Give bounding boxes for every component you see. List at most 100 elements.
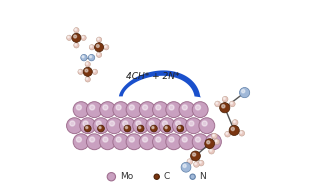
Circle shape <box>80 118 96 134</box>
Circle shape <box>129 137 134 142</box>
Circle shape <box>156 105 161 110</box>
Text: 4CH* + 2N*: 4CH* + 2N* <box>126 72 180 81</box>
Circle shape <box>96 45 99 47</box>
Circle shape <box>214 139 220 145</box>
Circle shape <box>68 36 69 38</box>
Circle shape <box>86 78 88 80</box>
Text: Mo: Mo <box>120 172 133 181</box>
Circle shape <box>231 127 234 131</box>
Circle shape <box>98 38 99 40</box>
Circle shape <box>151 125 157 132</box>
Circle shape <box>98 53 99 55</box>
Circle shape <box>90 56 91 58</box>
Circle shape <box>96 37 102 42</box>
Circle shape <box>216 102 218 104</box>
Circle shape <box>103 105 108 110</box>
Circle shape <box>222 96 228 102</box>
Circle shape <box>126 102 142 118</box>
Circle shape <box>133 118 149 134</box>
Circle shape <box>78 69 83 74</box>
Circle shape <box>96 121 101 126</box>
Circle shape <box>152 102 169 118</box>
Circle shape <box>86 63 88 64</box>
Circle shape <box>240 132 242 133</box>
Circle shape <box>226 132 228 134</box>
Circle shape <box>143 105 148 110</box>
Circle shape <box>84 125 91 132</box>
Circle shape <box>232 120 238 125</box>
Circle shape <box>192 102 208 118</box>
Circle shape <box>179 102 195 118</box>
Circle shape <box>113 134 129 150</box>
Circle shape <box>205 139 214 149</box>
Circle shape <box>75 44 76 46</box>
Circle shape <box>74 28 79 33</box>
Circle shape <box>198 160 204 166</box>
Polygon shape <box>119 70 201 97</box>
Circle shape <box>233 121 235 123</box>
Circle shape <box>166 134 182 150</box>
Circle shape <box>194 162 199 167</box>
Circle shape <box>85 77 91 82</box>
Circle shape <box>104 45 109 50</box>
Circle shape <box>209 137 214 142</box>
Circle shape <box>154 174 159 179</box>
Circle shape <box>99 126 101 129</box>
Circle shape <box>81 54 87 61</box>
Circle shape <box>93 118 109 134</box>
Circle shape <box>86 126 88 129</box>
Circle shape <box>190 174 195 179</box>
Circle shape <box>75 29 76 30</box>
Circle shape <box>116 105 121 110</box>
Circle shape <box>81 35 86 40</box>
Circle shape <box>239 88 250 98</box>
Circle shape <box>195 163 196 165</box>
Circle shape <box>85 69 88 72</box>
Circle shape <box>169 105 174 110</box>
Circle shape <box>86 134 102 150</box>
Circle shape <box>205 134 221 150</box>
Circle shape <box>191 151 200 161</box>
Circle shape <box>169 137 174 142</box>
Circle shape <box>83 67 92 76</box>
Circle shape <box>126 134 142 150</box>
Circle shape <box>116 137 121 142</box>
Circle shape <box>199 118 215 134</box>
Circle shape <box>74 35 77 38</box>
Circle shape <box>212 133 217 139</box>
Circle shape <box>162 121 168 126</box>
Circle shape <box>109 121 115 126</box>
Circle shape <box>152 126 154 129</box>
Circle shape <box>165 126 167 129</box>
Circle shape <box>199 161 201 163</box>
Circle shape <box>139 134 155 150</box>
Circle shape <box>152 134 169 150</box>
Circle shape <box>103 137 108 142</box>
Circle shape <box>193 153 196 156</box>
Circle shape <box>239 130 245 136</box>
Circle shape <box>83 121 88 126</box>
Circle shape <box>186 118 202 134</box>
Circle shape <box>82 36 84 38</box>
Circle shape <box>177 125 184 132</box>
Circle shape <box>86 102 102 118</box>
Circle shape <box>90 137 95 142</box>
Circle shape <box>164 125 170 132</box>
Text: C: C <box>163 172 170 181</box>
Circle shape <box>137 125 144 132</box>
Circle shape <box>192 134 208 150</box>
Circle shape <box>66 35 72 40</box>
Circle shape <box>96 52 102 57</box>
Circle shape <box>74 43 79 48</box>
Circle shape <box>126 126 127 129</box>
Circle shape <box>182 137 187 142</box>
Circle shape <box>129 105 134 110</box>
Circle shape <box>143 137 148 142</box>
Circle shape <box>159 118 175 134</box>
Circle shape <box>172 118 188 134</box>
Circle shape <box>202 121 207 126</box>
Circle shape <box>179 134 195 150</box>
Circle shape <box>178 126 180 129</box>
Circle shape <box>119 118 135 134</box>
Circle shape <box>100 134 116 150</box>
